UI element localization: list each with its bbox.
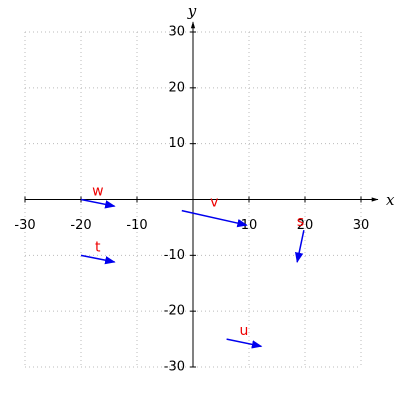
- vector-label: u: [240, 323, 249, 339]
- vector-label: s: [297, 214, 304, 230]
- x-tick-label: -10: [126, 218, 147, 233]
- y-axis-label: y: [187, 2, 197, 20]
- x-tick-label: -20: [70, 218, 91, 233]
- vector-arrow: [181, 209, 248, 228]
- x-tick-label: 10: [241, 218, 258, 233]
- x-tick-label: 30: [353, 218, 370, 233]
- vector-arrow: [80, 254, 116, 265]
- x-axis-label: x: [386, 191, 395, 209]
- vector-label: w: [92, 184, 103, 200]
- y-tick-label: 30: [168, 25, 185, 40]
- vector-label: v: [210, 195, 218, 211]
- x-tick-label: -30: [14, 218, 35, 233]
- vector-label: t: [95, 239, 101, 255]
- y-tick-label: 20: [168, 80, 185, 95]
- y-tick-label: -30: [164, 360, 185, 375]
- x-tick-label: 20: [297, 218, 314, 233]
- vector-arrow: [295, 230, 305, 264]
- y-tick-label: 10: [168, 136, 185, 151]
- y-tick-label: -10: [164, 248, 185, 263]
- vector-arrow: [80, 198, 116, 209]
- y-tick-label: -20: [164, 304, 185, 319]
- vector-arrow: [226, 338, 263, 349]
